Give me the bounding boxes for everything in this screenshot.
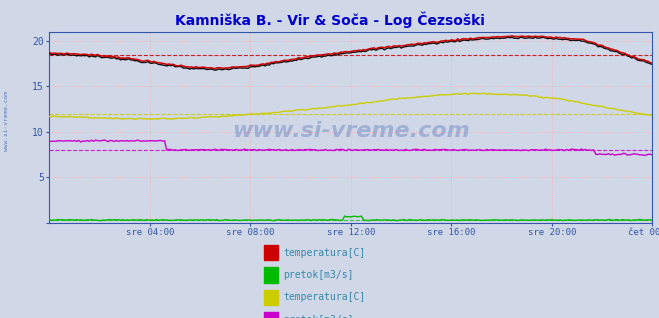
Text: www.si-vreme.com: www.si-vreme.com xyxy=(232,121,470,141)
Text: Kamniška B. - Vir & Soča - Log Čezsoški: Kamniška B. - Vir & Soča - Log Čezsoški xyxy=(175,11,484,28)
Text: pretok[m3/s]: pretok[m3/s] xyxy=(283,270,354,280)
Text: pretok[m3/s]: pretok[m3/s] xyxy=(283,315,354,318)
Text: temperatura[C]: temperatura[C] xyxy=(283,248,366,258)
Text: temperatura[C]: temperatura[C] xyxy=(283,292,366,302)
Text: www.si-vreme.com: www.si-vreme.com xyxy=(4,91,9,151)
